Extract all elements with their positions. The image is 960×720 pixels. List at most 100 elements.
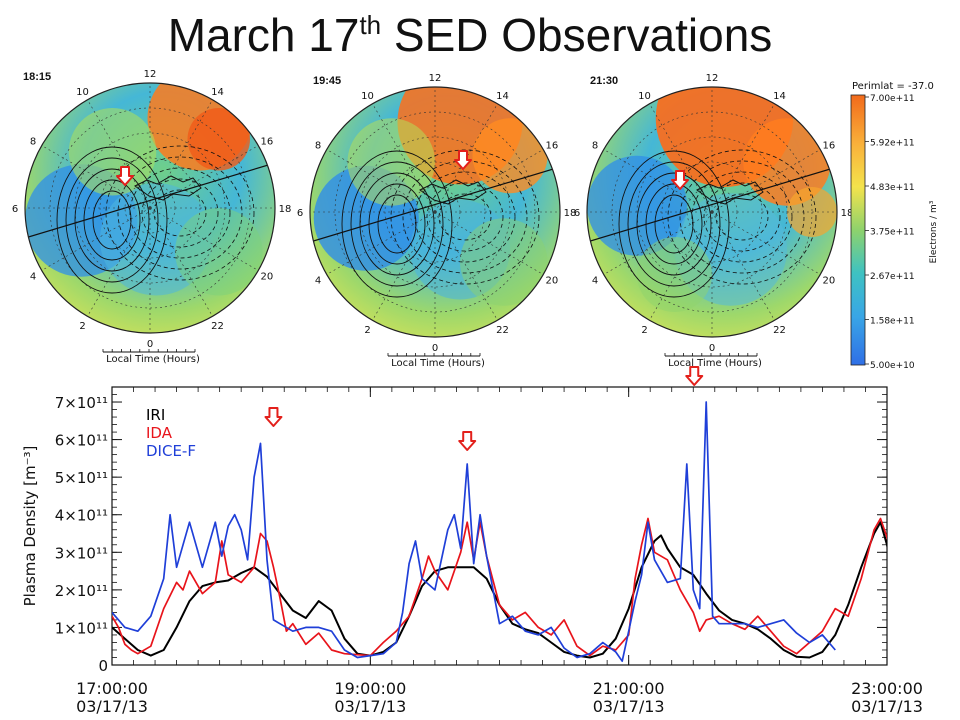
map-hour-label: 22	[211, 321, 224, 332]
sed-marker-arrow	[671, 170, 689, 190]
map-hour-label: 16	[261, 137, 274, 148]
potential-contour-solid	[65, 157, 159, 283]
continent-outline	[134, 175, 202, 201]
x-tick-label-time: 19:00:00	[334, 679, 406, 698]
colorbar-tick-label: 3.75e+11	[870, 228, 915, 238]
map-time-label: 19:45	[313, 75, 341, 87]
potential-contour-solid	[350, 161, 444, 287]
potential-contour-solid	[368, 183, 426, 265]
potential-contour-solid	[645, 183, 703, 265]
colorbar-tick-label: 2.67e+11	[870, 272, 915, 282]
map-hour-label: 12	[429, 73, 442, 84]
local-time-meridian	[149, 207, 213, 317]
colorbar-tick-label: 4.83e+11	[870, 183, 915, 193]
map-hour-label: 16	[546, 141, 559, 152]
series-line-iri	[112, 521, 887, 659]
colorbar-tick-label: 1.58e+11	[870, 317, 915, 327]
series-layer	[112, 401, 887, 663]
map-hour-label: 14	[211, 87, 224, 98]
y-tick-label: 5×10¹¹	[55, 469, 108, 487]
local-time-meridian	[603, 211, 713, 275]
potential-contour-dashed	[129, 167, 231, 259]
density-region	[187, 108, 250, 171]
polar-map-2: 12 14 16 18 20 22 0 2 4 6 8 10 19:45 Local Time (Hour…	[297, 73, 577, 369]
map-hour-label: 4	[30, 272, 36, 283]
map-hour-label: 16	[823, 141, 836, 152]
potential-contour-solid	[359, 172, 435, 276]
sed-chart-arrow	[264, 407, 283, 427]
terminator-line	[587, 166, 837, 243]
map-hour-label: 6	[297, 208, 303, 219]
local-time-meridian	[87, 99, 151, 209]
map-hour-label: 0	[432, 343, 438, 354]
local-time-meridian	[434, 103, 498, 213]
legend-entry-iri: IRI	[146, 406, 165, 424]
sed-chart-arrow	[685, 366, 704, 386]
map-hour-label: 2	[364, 325, 370, 336]
local-time-meridian	[149, 145, 259, 209]
plot-frame	[111, 386, 888, 666]
x-tick-label-date: 03/17/13	[76, 697, 148, 716]
title-superscript: th	[359, 10, 382, 40]
local-time-meridian	[149, 99, 213, 209]
density-region	[743, 118, 831, 206]
potential-contour-dashed	[141, 178, 219, 248]
title-main: March 17	[167, 9, 360, 61]
potential-contour-dashed	[105, 145, 255, 281]
series-line-dice-f	[112, 401, 836, 663]
terminator-line	[25, 162, 275, 239]
colorbar: Perimlat = -37.0 7.00e+11 5.92e+11 4.83e+11…	[850, 81, 939, 371]
map-hour-label: 10	[638, 91, 651, 102]
potential-contour-dashed	[438, 193, 492, 241]
y-axis-label: Plasma Density [m⁻³]	[21, 446, 39, 607]
x-tick-label-time: 17:00:00	[76, 679, 148, 698]
map-time-label: 21:30	[590, 75, 618, 87]
local-time-meridian	[711, 149, 821, 213]
terminator-line	[310, 166, 560, 243]
map-hour-label: 8	[30, 137, 36, 148]
map-hour-label: 6	[574, 208, 580, 219]
potential-contour-dashed	[402, 160, 528, 274]
map-hour-label: 2	[641, 325, 647, 336]
map-hour-label: 18	[841, 208, 854, 219]
local-time-meridian	[41, 145, 151, 209]
map-hour-label: 8	[592, 141, 598, 152]
map-hour-label: 10	[76, 87, 89, 98]
potential-contour-dashed	[703, 182, 781, 252]
potential-contour-solid	[83, 179, 141, 261]
sed-marker-arrow	[454, 150, 472, 170]
local-time-meridian	[41, 207, 151, 271]
map-hour-label: 18	[279, 204, 292, 215]
potential-contour-solid	[74, 168, 150, 272]
local-time-meridian	[649, 103, 713, 213]
map-axis-label: Local Time (Hours)	[391, 358, 485, 369]
potential-contour-dashed	[153, 189, 207, 237]
map-hour-label: 22	[773, 325, 786, 336]
density-region	[460, 218, 548, 306]
map-time-label: 18:15	[23, 71, 51, 83]
map-hour-label: 12	[144, 69, 157, 80]
local-time-meridian	[434, 149, 544, 213]
local-time-meridian	[711, 103, 775, 213]
local-time-meridian	[326, 211, 436, 275]
x-tick-label-date: 03/17/13	[593, 697, 665, 716]
line-chart: 0 1×10¹¹ 2×10¹¹ 3×10¹¹ 4×10¹¹ 5×10¹¹ 6×10¹¹ 7×1…	[21, 366, 923, 716]
sed-marker-arrow	[116, 166, 134, 186]
potential-contour-solid	[341, 150, 453, 298]
map-hour-label: 12	[706, 73, 719, 84]
local-time-meridian	[149, 207, 259, 271]
slide-title: March 17th SED Observations	[0, 8, 940, 62]
x-tick-label-time: 21:00:00	[593, 679, 665, 698]
map-hour-label: 6	[12, 204, 18, 215]
colorbar-unit-label: Electrons / m³	[929, 200, 939, 263]
y-tick-label: 2×10¹¹	[55, 582, 108, 600]
x-tick-label-date: 03/17/13	[851, 697, 923, 716]
map-hour-label: 20	[823, 276, 836, 287]
continent-outline	[419, 179, 487, 205]
map-hour-label: 0	[147, 339, 153, 350]
y-tick-label: 3×10¹¹	[55, 544, 108, 562]
density-region	[472, 118, 548, 194]
map-color-field	[587, 87, 837, 337]
polar-map-1: 12 14 16 18 20 22 0 2 4 6 8 10 18:15 Local Time (Hour…	[12, 69, 292, 365]
